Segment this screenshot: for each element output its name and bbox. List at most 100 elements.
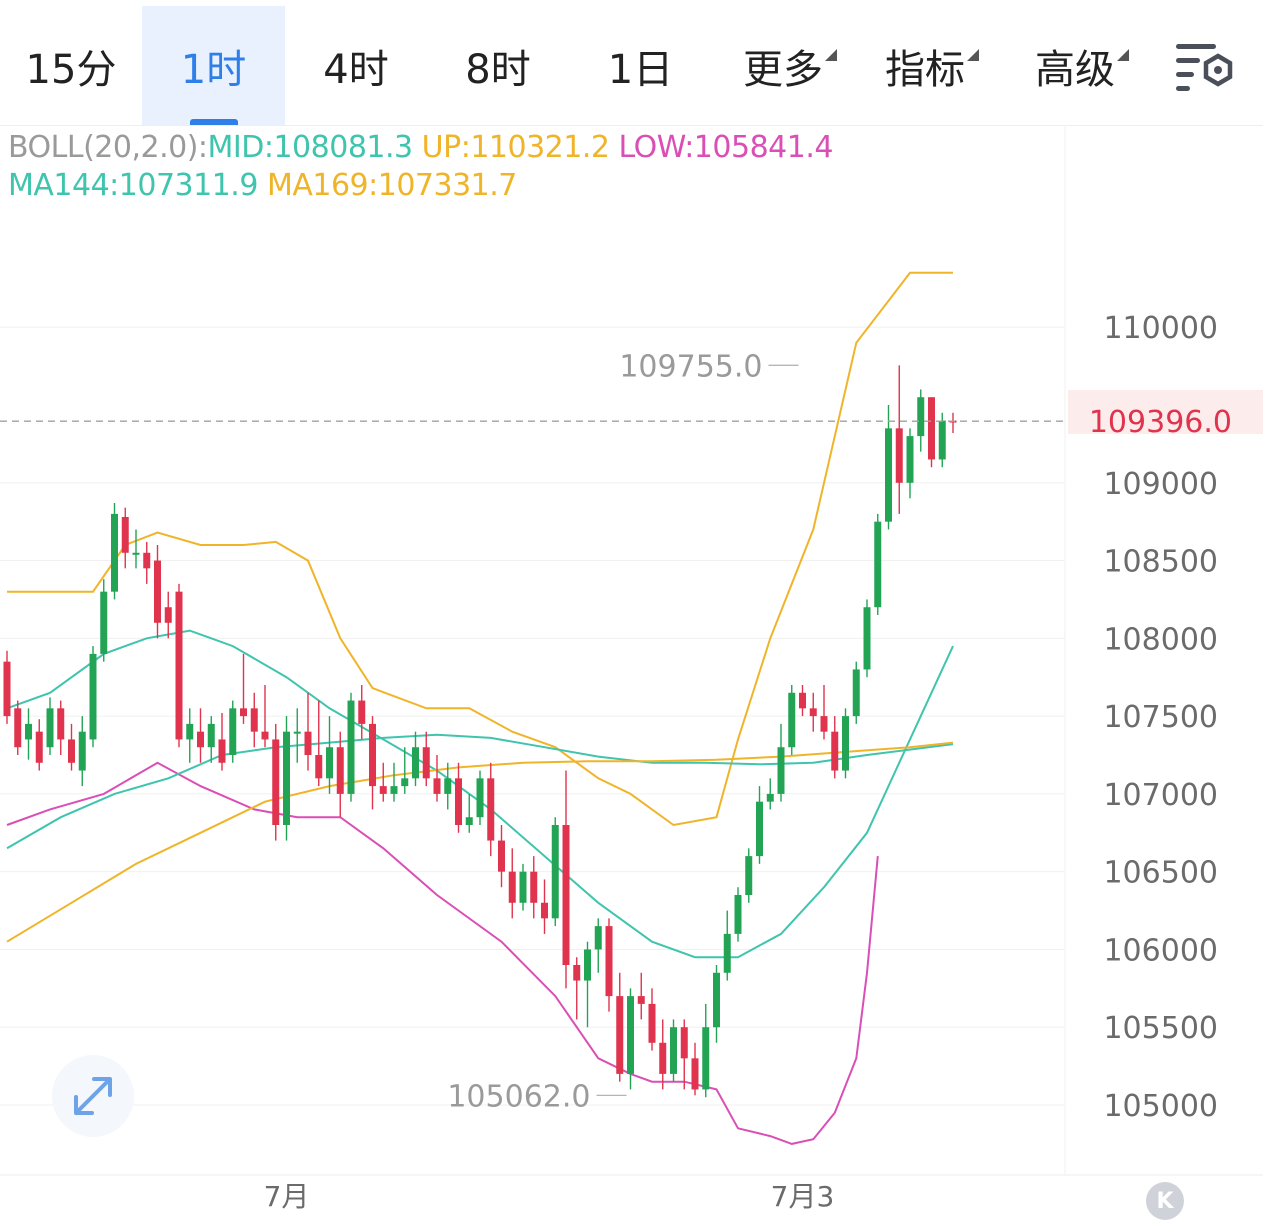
candle-body: [175, 591, 183, 740]
y-tick-label: 107500: [1103, 700, 1218, 735]
tab-label: 高级: [1035, 46, 1115, 93]
candle-body: [68, 739, 75, 763]
candle-body: [627, 996, 634, 1074]
candle-body: [680, 1027, 688, 1059]
tab-more[interactable]: 更多: [712, 6, 854, 125]
candle-body: [584, 949, 591, 981]
candle-body: [35, 731, 43, 763]
candle-body: [594, 926, 602, 950]
boll-low-value: LOW:105841.4: [618, 130, 834, 165]
candle-body: [261, 731, 269, 740]
tab-1hour[interactable]: 1时: [142, 6, 285, 125]
candle-body: [412, 747, 419, 779]
candle-body: [347, 700, 355, 794]
candle-body: [723, 933, 731, 973]
dropdown-arrow-icon: [967, 48, 979, 61]
current-price-label: 109396.0: [1089, 405, 1232, 440]
candle-body: [702, 1027, 710, 1090]
collapse-k-button[interactable]: K: [1146, 1182, 1184, 1220]
candle-body: [455, 778, 462, 825]
y-tick-label: 108500: [1103, 545, 1218, 580]
candle-body: [820, 716, 828, 732]
tab-label: 1日: [607, 46, 674, 93]
candle-body: [315, 755, 323, 779]
candle-body: [691, 1058, 699, 1090]
candle-body: [197, 731, 204, 748]
low-annotation-label: 105062.0: [447, 1079, 590, 1114]
series-line-up: [7, 271, 953, 827]
candle-body: [766, 793, 774, 802]
candle-body: [444, 778, 452, 794]
candle-body: [831, 731, 839, 771]
expand-button[interactable]: [52, 1055, 134, 1137]
candle-body: [842, 716, 849, 771]
candle-body: [390, 786, 398, 794]
candle-body: [132, 552, 140, 555]
candle-body: [551, 825, 559, 919]
candle-body: [229, 708, 237, 755]
candle-body: [250, 708, 258, 732]
y-tick-label: 105500: [1103, 1011, 1218, 1046]
candle-body: [78, 731, 86, 771]
ma-legend: MA144:107311.9 MA169:107331.7: [8, 168, 517, 203]
candle-body: [25, 723, 32, 740]
candle-body: [809, 708, 817, 717]
candle-body: [143, 552, 151, 569]
candle-body: [777, 747, 785, 794]
boll-mid-value: MID:108081.3: [207, 130, 414, 165]
y-tick-label: 105000: [1103, 1089, 1218, 1124]
candle-body: [401, 778, 409, 787]
candle-body: [895, 428, 903, 483]
candle-body: [186, 723, 194, 740]
tab-15min[interactable]: 15分: [0, 6, 142, 125]
candle-body: [3, 661, 11, 717]
candle-body: [272, 739, 280, 825]
x-axis: 7月 7月3: [264, 1180, 835, 1213]
grid-lines: [0, 125, 1263, 1176]
candle-body: [573, 965, 581, 981]
back-button-label: K: [1156, 1188, 1174, 1214]
ma169-value: MA169:107331.7: [266, 168, 517, 203]
candle-body: [154, 560, 161, 623]
candle-body: [422, 747, 430, 779]
tab-label: 8时: [465, 46, 531, 93]
candle-body: [874, 521, 882, 608]
candle-body: [487, 778, 495, 841]
boll-legend: BOLL(20,2.0):MID:108081.3 UP:110321.2 LO…: [8, 130, 833, 165]
candle-body: [852, 669, 860, 717]
candle-body: [917, 397, 925, 437]
series-line-ma144: [6, 733, 954, 850]
candle-body: [164, 607, 172, 623]
tab-1day[interactable]: 1日: [569, 6, 712, 125]
y-tick-label: 107000: [1103, 778, 1218, 813]
candle-body: [358, 700, 366, 724]
candle-body: [508, 871, 516, 903]
candle-body: [713, 972, 720, 1028]
current-price-tag: [1068, 390, 1263, 434]
candle-body: [111, 513, 118, 592]
chart-settings-icon[interactable]: [1174, 42, 1234, 94]
candle-body: [498, 840, 505, 872]
tab-label: 1时: [180, 46, 247, 93]
candle-body: [863, 607, 871, 670]
tab-8hour[interactable]: 8时: [427, 6, 569, 125]
y-tick-label: 110000: [1103, 311, 1218, 346]
candle-body: [605, 926, 613, 997]
candle-body: [659, 1042, 667, 1074]
tab-advanced[interactable]: 高级: [996, 6, 1154, 125]
candle-body: [207, 723, 215, 748]
tab-4hour[interactable]: 4时: [285, 6, 427, 125]
candle-body: [938, 420, 946, 460]
candle-body: [379, 786, 387, 794]
expand-arrows-icon: [74, 1077, 112, 1115]
candle-body: [240, 708, 247, 717]
candle-body: [326, 747, 333, 779]
candle-body: [336, 747, 344, 794]
candle-body: [293, 731, 301, 734]
tab-label: 指标: [885, 46, 965, 93]
candle-body: [46, 708, 54, 748]
candle-body: [14, 708, 22, 748]
tab-indicators[interactable]: 指标: [854, 6, 996, 125]
annotations: 109396.0 109755.0 105062.0: [0, 349, 1232, 1114]
